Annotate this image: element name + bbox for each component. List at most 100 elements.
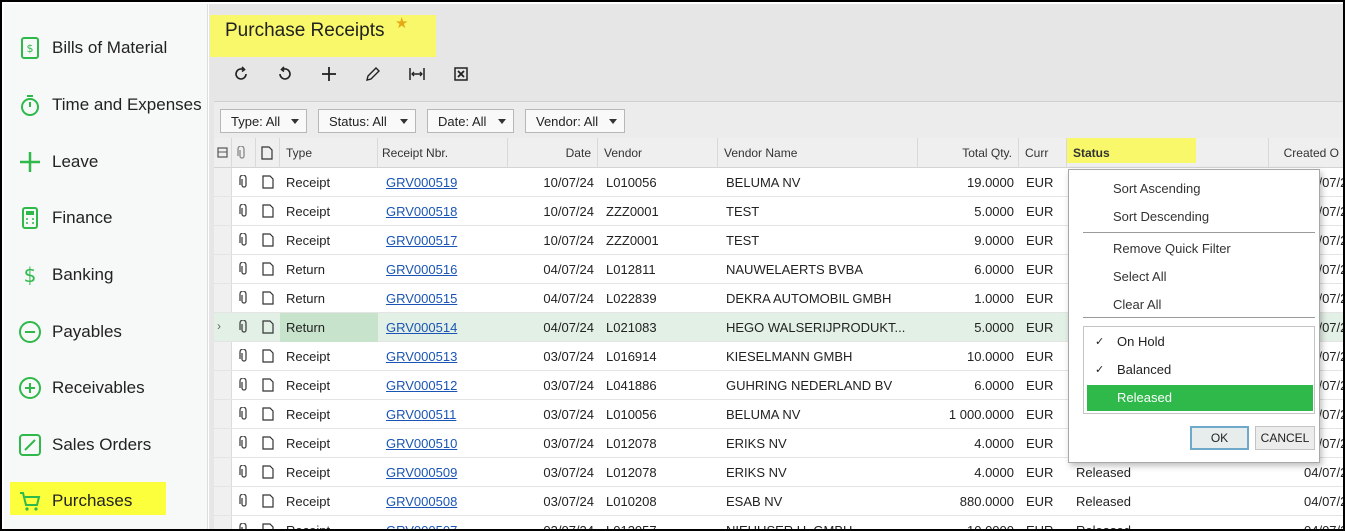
row-selector-header[interactable]: [214, 138, 232, 168]
paperclip-icon[interactable]: [239, 262, 249, 276]
sort-ascending-item[interactable]: Sort Ascending: [1113, 181, 1201, 196]
checkmark-icon: ✓: [1095, 336, 1105, 348]
refresh-button[interactable]: [219, 62, 263, 86]
status-column-header[interactable]: Status: [1067, 138, 1269, 168]
paperclip-icon[interactable]: [239, 175, 249, 189]
select-all-item[interactable]: Select All: [1113, 269, 1167, 284]
attachments-column-header[interactable]: [232, 138, 256, 168]
cell-qty: 880.0000: [959, 494, 1014, 509]
currency-column-header[interactable]: Curr: [1019, 138, 1067, 168]
cell-nbr[interactable]: GRV000518: [386, 204, 458, 219]
sidebar-item-receivables[interactable]: Receivables: [4, 360, 208, 416]
cell-nbr[interactable]: GRV000508: [386, 494, 458, 509]
sidebar: $ Bills of Material Time and Expenses Le…: [4, 4, 208, 529]
paperclip-icon[interactable]: [239, 436, 249, 450]
paperclip-icon[interactable]: [239, 465, 249, 479]
option-released[interactable]: Released: [1087, 385, 1313, 411]
edit-button[interactable]: [351, 62, 395, 86]
cell-nbr[interactable]: GRV000512: [386, 378, 458, 393]
table-row[interactable]: Receipt GRV000518 10/07/24 ZZZ0001 TEST 5.000…: [214, 197, 1343, 226]
cell-nbr[interactable]: GRV000516: [386, 262, 458, 277]
note-icon[interactable]: [262, 465, 274, 479]
note-icon[interactable]: [262, 175, 274, 189]
paperclip-icon[interactable]: [239, 349, 249, 363]
note-icon[interactable]: [262, 436, 274, 450]
paperclip-icon[interactable]: [239, 291, 249, 305]
ok-button[interactable]: OK: [1190, 426, 1249, 450]
sidebar-item-finance[interactable]: Finance: [4, 190, 208, 246]
note-icon[interactable]: [262, 349, 274, 363]
cell-nbr[interactable]: GRV000509: [386, 465, 458, 480]
vendor-name-column-header[interactable]: Vendor Name: [718, 138, 918, 168]
cancel-button[interactable]: CANCEL: [1255, 426, 1315, 450]
table-row[interactable]: Return GRV000516 04/07/24 L012811 NAUWELAERT…: [214, 255, 1343, 284]
table-row[interactable]: Receipt GRV000517 10/07/24 ZZZ0001 TEST 9.000…: [214, 226, 1343, 255]
table-row[interactable]: Receipt GRV000519 10/07/24 L010056 BELUMA NV…: [214, 168, 1343, 197]
note-icon[interactable]: [262, 262, 274, 276]
remove-quick-filter-item[interactable]: Remove Quick Filter: [1113, 241, 1231, 256]
note-icon[interactable]: [262, 233, 274, 247]
table-row[interactable]: Receipt GRV000511 03/07/24 L010056 BELUMA NV…: [214, 400, 1343, 429]
table-row[interactable]: Return GRV000515 04/07/24 L022839 DEKRA AUTO…: [214, 284, 1343, 313]
sort-descending-item[interactable]: Sort Descending: [1113, 209, 1210, 224]
cell-nbr[interactable]: GRV000519: [386, 175, 458, 190]
cell-nbr[interactable]: GRV000514: [386, 320, 458, 335]
note-icon[interactable]: [262, 204, 274, 218]
cell-nbr[interactable]: GRV000513: [386, 349, 458, 364]
sidebar-item-time-and-expenses[interactable]: Time and Expenses: [4, 77, 208, 133]
paperclip-icon[interactable]: [239, 378, 249, 392]
cell-nbr[interactable]: GRV000511: [386, 407, 457, 422]
option-balanced[interactable]: ✓ Balanced: [1087, 357, 1313, 383]
table-row[interactable]: Receipt GRV000512 03/07/24 L041886 GUHRING N…: [214, 371, 1343, 400]
paperclip-icon[interactable]: [239, 494, 249, 508]
cell-created: 04/07/2: [1304, 523, 1345, 531]
add-button[interactable]: [307, 62, 351, 86]
receipt-nbr-column-header[interactable]: Receipt Nbr.: [378, 138, 508, 168]
paperclip-icon[interactable]: [239, 407, 249, 421]
created-column-header[interactable]: Created O: [1283, 146, 1339, 160]
note-icon[interactable]: [262, 494, 274, 508]
note-icon[interactable]: [262, 407, 274, 421]
sidebar-item-bills-of-material[interactable]: $ Bills of Material: [4, 20, 208, 76]
table-row[interactable]: Receipt GRV000509 03/07/24 L012078 ERIKS NV 4…: [214, 458, 1343, 487]
export-excel-button[interactable]: [439, 62, 483, 86]
notes-column-header[interactable]: [256, 138, 280, 168]
fit-columns-button[interactable]: [395, 62, 439, 86]
total-qty-column-header[interactable]: Total Qty.: [918, 138, 1019, 168]
paperclip-icon[interactable]: [239, 233, 249, 247]
vendor-filter[interactable]: Vendor: All: [525, 109, 625, 133]
table-row[interactable]: Receipt GRV000508 03/07/24 L010208 ESAB NV 88…: [214, 487, 1343, 516]
favorite-star-icon[interactable]: ★: [395, 15, 409, 32]
status-filter[interactable]: Status: All: [318, 109, 416, 133]
sidebar-item-leave[interactable]: Leave: [4, 134, 208, 190]
type-column-header[interactable]: Type: [280, 138, 378, 168]
option-on-hold[interactable]: ✓ On Hold: [1087, 329, 1313, 355]
date-filter[interactable]: Date: All: [427, 109, 514, 133]
paperclip-icon[interactable]: [239, 523, 249, 531]
page-title: Purchase Receipts: [225, 20, 385, 41]
clear-all-item[interactable]: Clear All: [1113, 297, 1162, 312]
sidebar-item-banking[interactable]: $ Banking: [4, 247, 208, 303]
table-row[interactable]: Receipt GRV000507 03/07/24 L013057 NIEHUSER …: [214, 516, 1345, 531]
note-icon[interactable]: [262, 523, 274, 531]
cell-nbr[interactable]: GRV000510: [386, 436, 458, 451]
sidebar-item-payables[interactable]: Payables: [4, 304, 208, 360]
note-icon[interactable]: [262, 378, 274, 392]
cell-nbr[interactable]: GRV000515: [386, 291, 458, 306]
table-row[interactable]: Receipt GRV000510 03/07/24 L012078 ERIKS NV 4…: [214, 429, 1343, 458]
cell-nbr[interactable]: GRV000507: [386, 523, 458, 531]
cell-vendor: L013057: [606, 523, 657, 531]
note-icon[interactable]: [262, 291, 274, 305]
paperclip-icon[interactable]: [239, 204, 249, 218]
type-filter[interactable]: Type: All: [220, 109, 307, 133]
cell-vendor: L016914: [606, 349, 657, 364]
sidebar-item-sales-orders[interactable]: Sales Orders: [4, 417, 208, 473]
sidebar-item-purchases[interactable]: Purchases: [4, 473, 208, 529]
date-column-header[interactable]: Date: [508, 138, 598, 168]
paperclip-icon[interactable]: [239, 320, 249, 334]
add-icon: [322, 67, 336, 81]
note-icon[interactable]: [262, 320, 274, 334]
cell-nbr[interactable]: GRV000517: [386, 233, 458, 248]
vendor-column-header[interactable]: Vendor: [598, 138, 718, 168]
undo-button[interactable]: [263, 62, 307, 86]
